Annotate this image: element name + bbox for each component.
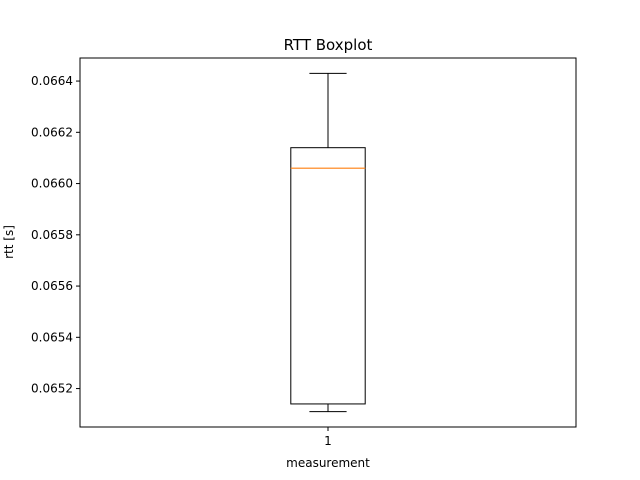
y-tick-label: 0.0656 bbox=[31, 279, 73, 293]
y-tick-label: 0.0662 bbox=[31, 125, 73, 139]
y-axis-label: rtt [s] bbox=[2, 225, 16, 259]
box-iqr bbox=[290, 147, 366, 405]
x-axis: 1 bbox=[324, 427, 332, 448]
y-tick-label: 0.0658 bbox=[31, 228, 73, 242]
y-tick-label: 0.0660 bbox=[31, 177, 73, 191]
box-group bbox=[290, 72, 366, 413]
x-axis-label: measurement bbox=[286, 456, 370, 470]
y-axis: 0.0652 0.0654 0.0656 0.0658 0.0660 0.0662 0.06… bbox=[31, 74, 80, 396]
y-tick-label: 0.0664 bbox=[31, 74, 73, 88]
y-tick-label: 0.0652 bbox=[31, 382, 73, 396]
x-tick-label: 1 bbox=[324, 434, 332, 448]
chart-title: RTT Boxplot bbox=[284, 36, 373, 54]
y-tick-label: 0.0654 bbox=[31, 330, 73, 344]
